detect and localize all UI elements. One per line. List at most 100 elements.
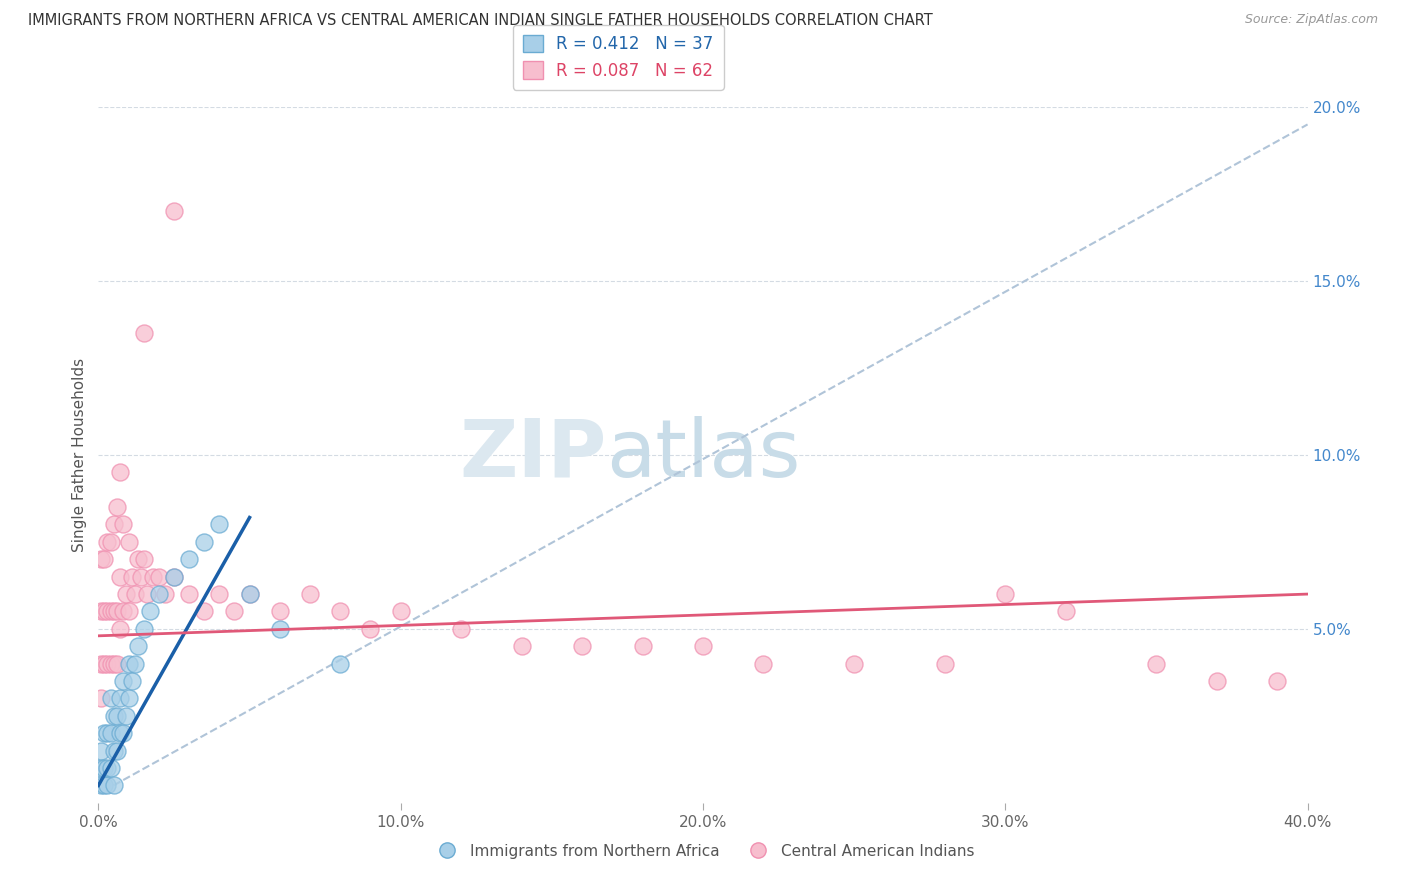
Point xyxy=(360,622,382,636)
Point xyxy=(163,570,186,584)
Point xyxy=(93,778,115,793)
Point xyxy=(752,657,775,671)
Point xyxy=(121,570,143,584)
Point xyxy=(96,726,118,740)
Point xyxy=(153,587,176,601)
Point xyxy=(103,778,125,793)
Point xyxy=(994,587,1017,601)
Legend: Immigrants from Northern Africa, Central American Indians: Immigrants from Northern Africa, Central… xyxy=(426,838,980,864)
Point xyxy=(193,534,215,549)
Point xyxy=(127,639,149,653)
Text: IMMIGRANTS FROM NORTHERN AFRICA VS CENTRAL AMERICAN INDIAN SINGLE FATHER HOUSEHO: IMMIGRANTS FROM NORTHERN AFRICA VS CENTR… xyxy=(28,13,932,29)
Point xyxy=(100,726,122,740)
Point xyxy=(1267,674,1289,689)
Point xyxy=(1144,657,1167,671)
Point xyxy=(103,657,125,671)
Point xyxy=(1054,605,1077,619)
Point xyxy=(90,657,112,671)
Point xyxy=(90,552,112,566)
Point xyxy=(93,761,115,775)
Point xyxy=(103,517,125,532)
Point xyxy=(108,466,131,480)
Point xyxy=(103,605,125,619)
Point xyxy=(132,622,155,636)
Point xyxy=(208,587,231,601)
Point xyxy=(121,674,143,689)
Point xyxy=(93,657,115,671)
Point xyxy=(100,691,122,706)
Point xyxy=(100,657,122,671)
Point xyxy=(90,761,112,775)
Point xyxy=(1206,674,1229,689)
Point xyxy=(269,622,291,636)
Point xyxy=(329,657,352,671)
Point xyxy=(299,587,322,601)
Point xyxy=(96,657,118,671)
Point xyxy=(90,744,112,758)
Point xyxy=(114,708,136,723)
Point xyxy=(934,657,956,671)
Point xyxy=(111,605,134,619)
Point xyxy=(179,552,201,566)
Point xyxy=(124,587,146,601)
Point xyxy=(90,778,112,793)
Point xyxy=(114,587,136,601)
Point xyxy=(105,605,128,619)
Point xyxy=(148,570,170,584)
Point xyxy=(239,587,262,601)
Point xyxy=(96,761,118,775)
Point xyxy=(103,744,125,758)
Point xyxy=(105,708,128,723)
Point xyxy=(96,778,118,793)
Point xyxy=(692,639,714,653)
Point xyxy=(510,639,533,653)
Point xyxy=(148,587,170,601)
Point xyxy=(269,605,291,619)
Point xyxy=(93,552,115,566)
Point xyxy=(118,534,141,549)
Y-axis label: Single Father Households: Single Father Households xyxy=(72,358,87,552)
Point xyxy=(208,517,231,532)
Point xyxy=(163,204,186,219)
Point xyxy=(329,605,352,619)
Point xyxy=(108,570,131,584)
Point xyxy=(127,552,149,566)
Point xyxy=(93,605,115,619)
Point xyxy=(571,639,593,653)
Point xyxy=(100,534,122,549)
Point xyxy=(118,657,141,671)
Point xyxy=(163,570,186,584)
Point xyxy=(239,587,262,601)
Point xyxy=(118,691,141,706)
Point xyxy=(108,622,131,636)
Point xyxy=(139,605,162,619)
Point xyxy=(90,691,112,706)
Text: Source: ZipAtlas.com: Source: ZipAtlas.com xyxy=(1244,13,1378,27)
Point xyxy=(389,605,412,619)
Point xyxy=(132,326,155,340)
Point xyxy=(118,605,141,619)
Point xyxy=(129,570,152,584)
Point xyxy=(132,552,155,566)
Point xyxy=(111,517,134,532)
Point xyxy=(135,587,157,601)
Point xyxy=(100,605,122,619)
Point xyxy=(142,570,165,584)
Point xyxy=(105,657,128,671)
Point xyxy=(193,605,215,619)
Point xyxy=(96,534,118,549)
Point xyxy=(105,500,128,514)
Point xyxy=(111,674,134,689)
Point xyxy=(108,726,131,740)
Point xyxy=(631,639,654,653)
Point xyxy=(111,726,134,740)
Text: atlas: atlas xyxy=(606,416,800,494)
Point xyxy=(103,708,125,723)
Point xyxy=(100,761,122,775)
Point xyxy=(844,657,866,671)
Point xyxy=(224,605,246,619)
Point xyxy=(124,657,146,671)
Point xyxy=(90,605,112,619)
Point xyxy=(450,622,472,636)
Point xyxy=(93,726,115,740)
